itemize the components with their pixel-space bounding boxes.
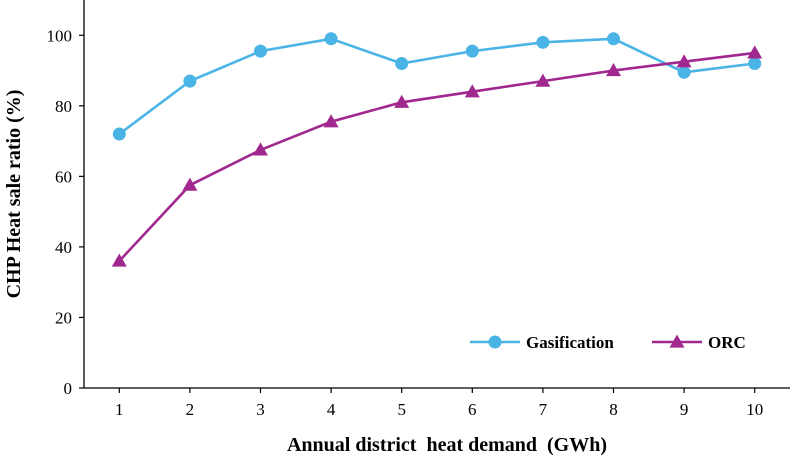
x-tick-label: 9	[680, 400, 689, 419]
legend: Gasification ORC	[470, 333, 746, 352]
series-line-gasification	[118, 37, 755, 136]
data-point-gasification	[607, 32, 620, 46]
data-point-gasification	[677, 65, 691, 79]
legend-item-gasification: Gasification	[470, 333, 614, 352]
y-tick-label: 80	[55, 97, 72, 116]
axes	[83, 0, 790, 389]
y-tick-label: 20	[55, 308, 72, 327]
x-tick-label: 10	[746, 400, 763, 419]
data-point-gasification	[183, 74, 197, 88]
series-orc	[111, 45, 763, 267]
x-tick-label: 3	[256, 400, 265, 419]
data-point-orc	[323, 114, 339, 128]
legend-marker-orc	[669, 334, 685, 348]
x-tick-label: 8	[609, 400, 618, 419]
data-point-orc	[606, 63, 621, 77]
x-axis-title: Annual district heat demand (GWh)	[287, 434, 607, 456]
x-tick-label: 5	[397, 400, 406, 419]
legend-label-gasification: Gasification	[526, 333, 614, 352]
y-ticks: 0 20 40 60 80 100	[47, 26, 84, 398]
y-tick-label: 40	[55, 238, 72, 257]
series-gasification	[112, 32, 762, 141]
data-point-gasification	[465, 44, 479, 58]
x-ticks: 1 2 3 4 5 6 7 8 9 10	[115, 388, 763, 419]
data-point-orc	[182, 177, 198, 191]
data-point-gasification	[748, 56, 762, 70]
data-point-gasification	[254, 44, 267, 58]
series-layer	[111, 32, 763, 267]
y-tick-label: 100	[47, 26, 73, 45]
y-tick-label: 0	[64, 379, 73, 398]
y-axis-title: CHP Heat sale ratio (%)	[3, 90, 25, 299]
data-point-gasification	[395, 56, 409, 70]
data-point-orc	[535, 73, 551, 87]
x-tick-label: 2	[186, 400, 195, 419]
data-point-orc	[464, 84, 480, 98]
x-tick-label: 1	[115, 400, 124, 419]
data-point-orc	[747, 45, 763, 59]
data-point-gasification	[112, 127, 126, 141]
data-point-gasification	[324, 32, 338, 46]
legend-label-orc: ORC	[708, 333, 746, 352]
data-point-orc	[394, 94, 410, 108]
data-point-orc	[253, 142, 268, 156]
x-tick-label: 6	[468, 400, 477, 419]
legend-item-orc: ORC	[652, 333, 746, 352]
data-point-gasification	[536, 35, 550, 49]
legend-marker-gasification	[488, 335, 502, 349]
x-tick-label: 4	[327, 400, 336, 419]
series-line-orc	[118, 51, 755, 262]
data-point-orc	[676, 54, 692, 68]
y-tick-label: 60	[55, 167, 72, 186]
data-point-orc	[111, 253, 127, 267]
x-tick-label: 7	[539, 400, 548, 419]
